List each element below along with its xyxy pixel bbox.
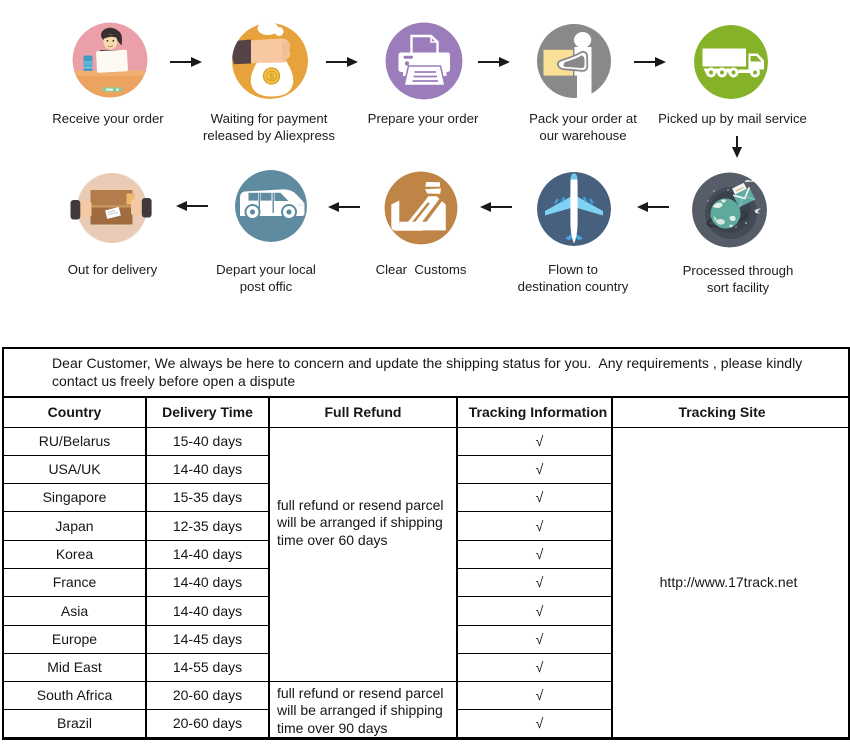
svg-text:$: $ (269, 71, 274, 81)
